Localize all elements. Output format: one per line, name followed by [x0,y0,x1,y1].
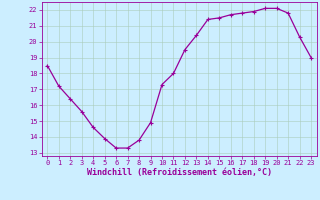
X-axis label: Windchill (Refroidissement éolien,°C): Windchill (Refroidissement éolien,°C) [87,168,272,177]
